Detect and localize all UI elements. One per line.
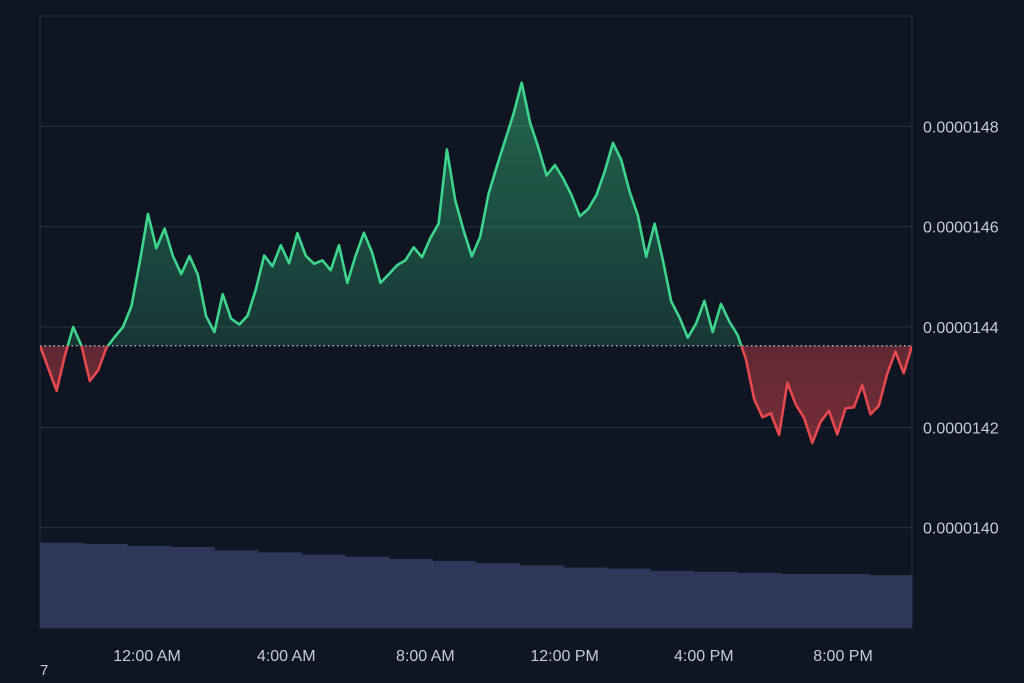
volume-bar-1 xyxy=(83,543,128,628)
volume-bar-7 xyxy=(345,556,390,628)
volume-bar-10 xyxy=(476,563,521,628)
x-tick-label-3: 12:00 PM xyxy=(530,648,598,665)
volume-bar-17 xyxy=(781,574,826,628)
volume-bar-9 xyxy=(432,561,477,628)
volume-bar-12 xyxy=(563,567,608,628)
volume-bar-11 xyxy=(519,565,564,628)
y-tick-label-4: 0.0000140 xyxy=(923,521,999,538)
x-tick-label-1: 4:00 AM xyxy=(257,648,316,665)
volume-bar-6 xyxy=(301,554,346,628)
y-tick-label-1: 0.0000146 xyxy=(923,220,999,237)
volume-bar-19 xyxy=(868,575,913,628)
volume-bar-13 xyxy=(606,568,651,628)
volume-bar-8 xyxy=(388,558,433,628)
y-tick-label-3: 0.0000142 xyxy=(923,420,999,437)
x-tick-label-2: 8:00 AM xyxy=(396,648,455,665)
corner-label: 7 xyxy=(40,662,49,679)
y-tick-label-2: 0.0000144 xyxy=(923,320,999,337)
volume-bar-18 xyxy=(824,574,869,628)
y-tick-label-0: 0.0000148 xyxy=(923,119,999,136)
volume-bar-3 xyxy=(170,547,215,628)
volume-bar-4 xyxy=(214,550,259,628)
volume-bar-5 xyxy=(258,552,303,628)
price-line-down xyxy=(40,345,912,445)
volume-bar-14 xyxy=(650,570,695,628)
price-area-below-baseline xyxy=(40,345,912,443)
x-tick-label-4: 4:00 PM xyxy=(674,648,734,665)
volume-bar-15 xyxy=(694,571,739,628)
price-line-up xyxy=(40,81,912,346)
x-tick-label-0: 12:00 AM xyxy=(113,648,181,665)
volume-bar-0 xyxy=(40,542,85,628)
volume-bar-2 xyxy=(127,545,172,628)
x-tick-label-5: 8:00 PM xyxy=(813,648,873,665)
volume-bar-16 xyxy=(737,572,782,628)
